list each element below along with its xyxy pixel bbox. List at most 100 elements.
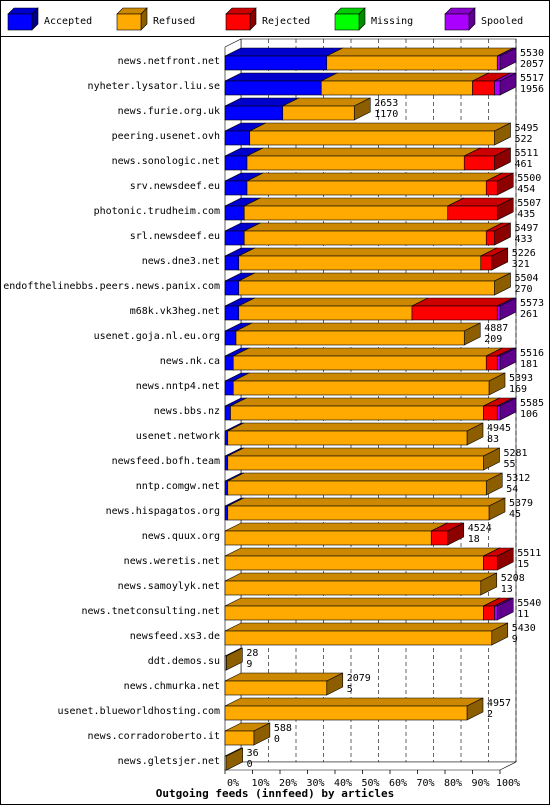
row-label: srl.newsdeef.eu — [130, 231, 220, 242]
x-tick-label: 0% — [227, 778, 239, 789]
row-label: endofthelinebbs.peers.news.panix.com — [3, 281, 220, 292]
bar-value-accepted: 454 — [517, 184, 535, 195]
plot-floor — [224, 761, 517, 771]
bar-value-offered: 5504 — [515, 273, 539, 284]
bar-segment-refused-front — [224, 555, 484, 571]
bar-segment-refused-front — [249, 130, 495, 146]
bar-segment-spooled-front — [496, 55, 501, 71]
bar-value-offered: 5497 — [515, 223, 539, 234]
bar-value-offered: 5573 — [520, 298, 544, 309]
legend-item-accepted: Accepted — [7, 7, 92, 31]
bar-segment-refused-front — [282, 105, 355, 121]
bar-value-accepted: 169 — [509, 384, 527, 395]
bar-segment-refused-front — [243, 230, 487, 246]
bar-segment-rejected-front — [463, 155, 495, 171]
bar-segment-refused-top — [233, 372, 506, 382]
bar-segment-refused-top — [224, 672, 343, 682]
row-label: news.dne3.net — [142, 256, 220, 267]
bar-segment-refused-front — [224, 530, 432, 546]
bar-value-offered: 4524 — [468, 523, 492, 534]
bar-value-accepted: 461 — [515, 159, 533, 170]
bar-segment-refused-top — [224, 547, 500, 557]
bar-segment-accepted-front — [224, 55, 328, 71]
bar-value-accepted: 0 — [247, 759, 253, 770]
x-tick-label: 100% — [496, 778, 520, 789]
row-label: news.tnetconsulting.net — [82, 606, 220, 617]
bar-segment-spooled-front — [494, 605, 498, 621]
bar-value-offered: 5226 — [512, 248, 536, 259]
bar-row: ddt.demos.su 289 — [148, 647, 258, 671]
bar-segment-refused-front — [246, 155, 465, 171]
bar-segment-refused-top — [246, 147, 481, 157]
row-label: news.samoylyk.net — [118, 581, 220, 592]
bar-value-accepted: 2 — [487, 709, 493, 720]
bar-segment-accepted-front — [224, 505, 229, 521]
row-label: nntp.comgw.net — [136, 481, 220, 492]
legend-label: Rejected — [262, 16, 310, 27]
bar-segment-refused-front — [224, 655, 227, 671]
bar-value-offered: 5517 — [520, 73, 544, 84]
bar-segment-accepted-front — [224, 330, 237, 346]
legend-label: Accepted — [44, 16, 92, 27]
bar-row: news.gletsjer.net 360 — [118, 747, 259, 771]
row-label: newsfeed.xs3.de — [130, 631, 220, 642]
bar-value-accepted: 270 — [515, 284, 533, 295]
bar-segment-accepted-top — [224, 47, 343, 57]
bar-value-offered: 5511 — [515, 148, 539, 159]
bar-segment-refused-top — [249, 122, 511, 132]
bar-value-offered: 5540 — [517, 598, 541, 609]
bar-value-accepted: 11 — [517, 609, 529, 620]
row-label: news.bbs.nz — [154, 406, 220, 417]
row-label: peering.usenet.ovh — [112, 131, 220, 142]
bar-row: endofthelinebbs.peers.news.panix.com 5504… — [3, 272, 539, 296]
bar-segment-accepted-front — [224, 180, 248, 196]
row-label: usenet.network — [136, 431, 220, 442]
bar-segment-refused-front — [230, 405, 484, 421]
row-label: usenet.blueworldhosting.com — [57, 706, 220, 717]
bar-segment-accepted-front — [224, 80, 322, 96]
bar-segment-accepted-front — [224, 305, 240, 321]
row-label: srv.newsdeef.eu — [130, 181, 220, 192]
bar-segment-spooled-front — [496, 355, 501, 371]
bar-segment-refused-top — [227, 447, 500, 457]
bar-segment-refused-front — [224, 580, 482, 596]
bar-segment-accepted-front — [224, 380, 234, 396]
legend-swatch — [334, 13, 360, 31]
x-tick-label: 90% — [471, 778, 489, 789]
row-label: news.nntp4.net — [136, 381, 220, 392]
x-tick-label: 70% — [416, 778, 434, 789]
bar-value-accepted: 83 — [487, 434, 499, 445]
bar-value-offered: 588 — [274, 723, 292, 734]
bar-value-offered: 5430 — [512, 623, 536, 634]
bar-segment-refused-front — [238, 280, 495, 296]
bar-segment-spooled-front — [496, 305, 501, 321]
x-tick-label: 60% — [389, 778, 407, 789]
bar-segment-rejected-front — [483, 405, 498, 421]
bar-segment-refused-front — [232, 355, 487, 371]
bar-value-accepted: 13 — [501, 584, 513, 595]
legend-swatch — [116, 13, 142, 31]
bar-segment-refused-front — [224, 630, 493, 646]
bar-segment-refused-top — [238, 272, 511, 282]
bar-value-accepted: 321 — [512, 259, 530, 270]
bar-value-accepted: 181 — [520, 359, 538, 370]
bar-segment-rejected-front — [483, 555, 498, 571]
bar-value-accepted: 522 — [515, 134, 533, 145]
bar-segment-accepted-front — [224, 130, 251, 146]
bar-value-accepted: 433 — [515, 234, 533, 245]
bar-segment-accepted-front — [224, 405, 231, 421]
bar-segment-refused-top — [227, 472, 503, 482]
legend-item-rejected: Rejected — [225, 7, 310, 31]
